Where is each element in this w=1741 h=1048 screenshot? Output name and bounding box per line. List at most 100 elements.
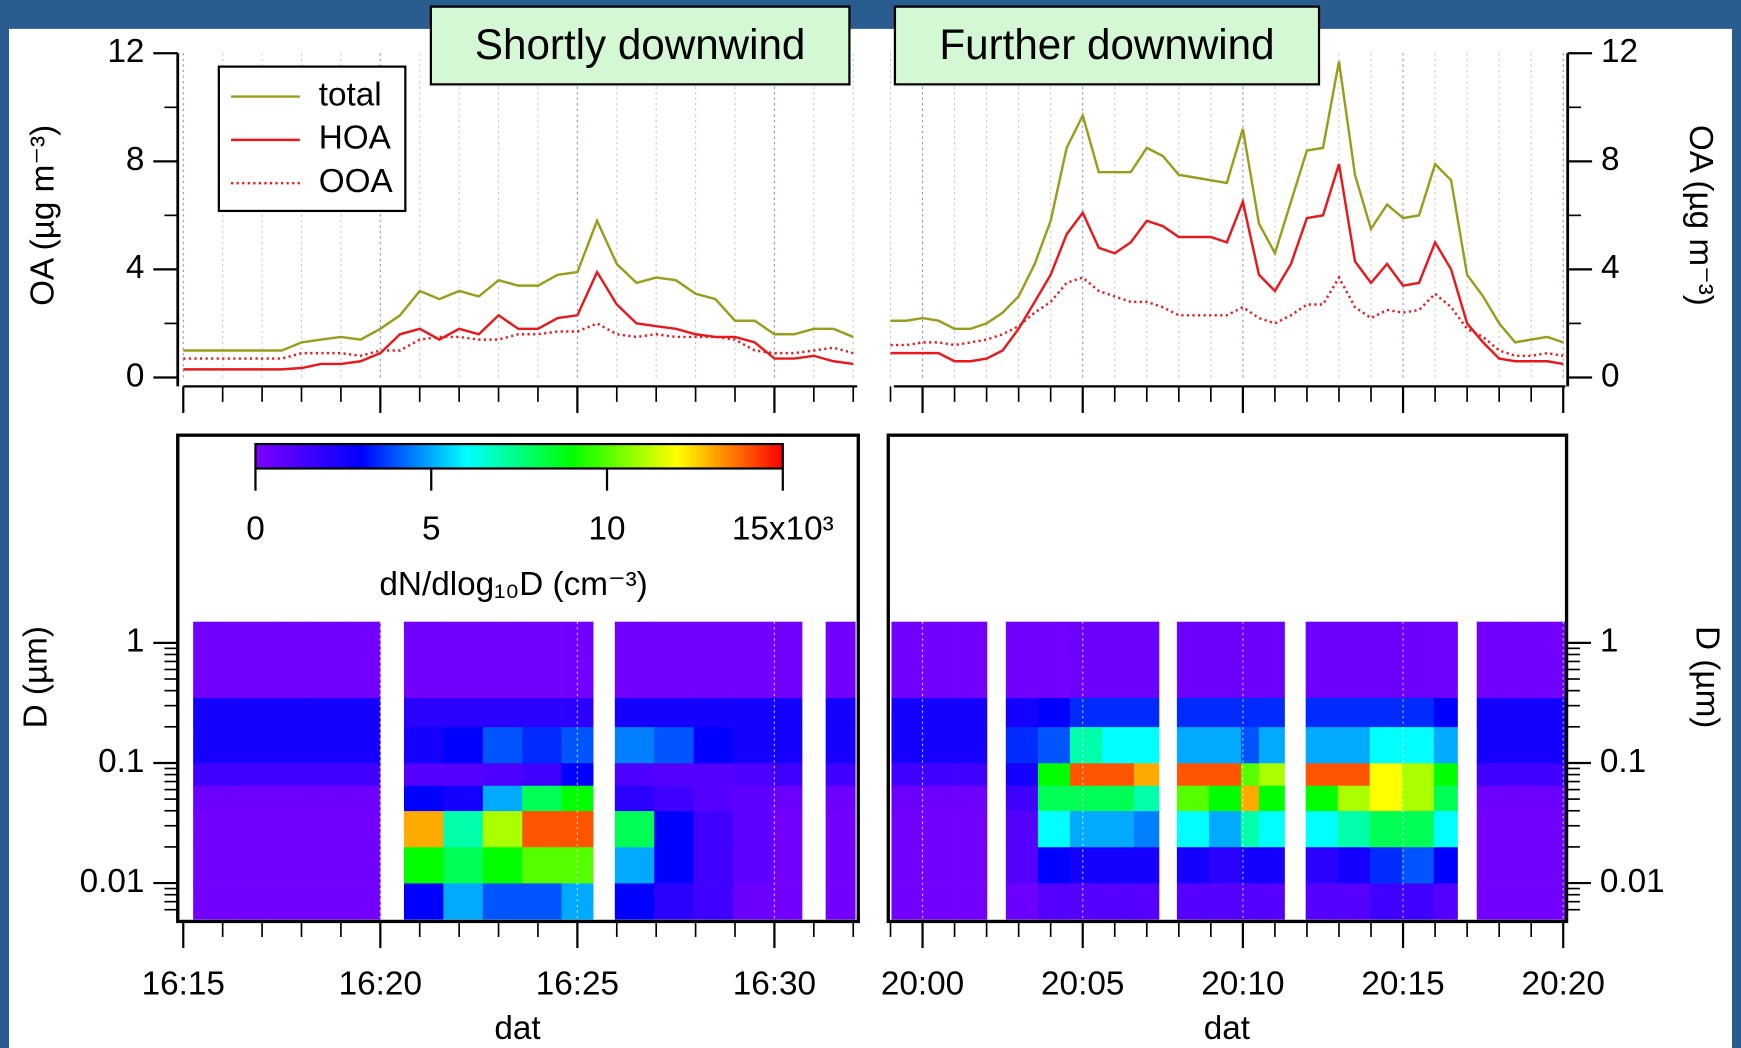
heatmap-cell — [1401, 726, 1435, 764]
x-tick-label: 20:05 — [1041, 966, 1124, 1003]
heatmap-cell — [403, 697, 444, 728]
heatmap-cell — [772, 762, 803, 786]
y-axis-label: D (µm) — [1689, 626, 1726, 728]
heatmap-cell — [482, 726, 523, 764]
heatmap-cell — [271, 846, 312, 884]
heatmap-cell — [891, 621, 923, 698]
heatmap-cell — [443, 810, 484, 848]
heatmap-cell — [1069, 810, 1103, 848]
heatmap-cell — [1101, 785, 1135, 812]
series-line — [890, 163, 1564, 366]
heatmap-cell — [614, 846, 655, 884]
heatmap-cell — [1069, 785, 1103, 812]
heatmap-cell — [922, 726, 955, 764]
heatmap-cell — [1240, 726, 1260, 764]
heatmap-cell — [954, 785, 988, 812]
heatmap-cell — [825, 762, 856, 786]
heatmap-cell — [1005, 846, 1039, 884]
colorbar — [254, 442, 784, 470]
y-tick-label: 0.01 — [80, 863, 145, 900]
heatmap-cell — [614, 883, 655, 920]
x-tick-label: 20:20 — [1522, 966, 1605, 1003]
heatmap-cell — [1258, 810, 1285, 848]
heatmap-cell — [232, 697, 273, 728]
heatmap-cell — [1369, 883, 1403, 920]
heatmap-cell — [733, 785, 773, 812]
heatmap-cell — [772, 621, 803, 698]
heatmap-cell — [1476, 726, 1510, 764]
heatmap-cell — [1508, 762, 1542, 786]
heatmap-cell — [522, 697, 562, 728]
x-tick-label: 16:30 — [733, 966, 816, 1003]
heatmap-cell — [1433, 762, 1458, 786]
heatmap-cell — [1337, 883, 1371, 920]
heatmap-cell — [232, 785, 273, 812]
heatmap-cell — [1305, 697, 1339, 728]
heatmap-cell — [1337, 810, 1371, 848]
heatmap-cell — [654, 810, 694, 848]
heatmap-cell — [311, 726, 352, 764]
heatmap-cell — [271, 883, 312, 920]
heatmap-cell — [1240, 846, 1260, 884]
heatmap-cell — [522, 762, 562, 786]
heatmap-cell — [443, 697, 484, 728]
y-tick-label: 0.01 — [1600, 863, 1665, 900]
heatmap-cell — [1401, 883, 1435, 920]
heatmap-cell — [1208, 621, 1242, 698]
heatmap-cell — [614, 762, 655, 786]
heatmap-cell — [443, 846, 484, 884]
heatmap-cell — [1476, 697, 1510, 728]
heatmap-cell — [614, 621, 655, 698]
heatmap-cell — [654, 621, 694, 698]
heatmap-cell — [922, 621, 955, 698]
heatmap-cell — [1101, 762, 1135, 786]
title-box — [429, 5, 851, 86]
heatmap-cell — [193, 697, 233, 728]
series-line — [183, 217, 854, 352]
heatmap-cell — [1069, 621, 1103, 698]
x-tick-label: 16:25 — [536, 966, 619, 1003]
heatmap-cell — [954, 697, 988, 728]
heatmap-cell — [1476, 785, 1510, 812]
heatmap-cell — [772, 785, 803, 812]
heatmap-cell — [1176, 785, 1210, 812]
y-tick-label: 0 — [1601, 357, 1620, 394]
y-tick-label: 1 — [1600, 623, 1619, 660]
heatmap-cell — [482, 785, 523, 812]
heatmap-cell — [1258, 621, 1285, 698]
heatmap-cell — [825, 621, 856, 698]
heatmap-cell — [1133, 883, 1160, 920]
heatmap-cell — [350, 883, 381, 920]
heatmap-cell — [1101, 621, 1135, 698]
heatmap-cell — [1176, 883, 1210, 920]
heatmap-cell — [482, 621, 523, 698]
heatmap-cell — [350, 846, 381, 884]
heatmap-cell — [693, 621, 734, 698]
heatmap-cell — [1540, 697, 1566, 728]
heatmap-cell — [825, 810, 856, 848]
heatmap-cell — [954, 810, 988, 848]
heatmap-cell — [522, 846, 562, 884]
heatmap-cell — [772, 846, 803, 884]
heatmap-cell — [1176, 697, 1210, 728]
heatmap-cell — [1258, 785, 1285, 812]
x-axis-label: dat — [1204, 1010, 1250, 1047]
heatmap-cell — [350, 785, 381, 812]
heatmap-cell — [1337, 697, 1371, 728]
heatmap-cell — [482, 810, 523, 848]
heatmap-cell — [193, 621, 233, 698]
heatmap-cell — [232, 621, 273, 698]
heatmap-cell — [733, 883, 773, 920]
heatmap-cell — [693, 846, 734, 884]
heatmap-cell — [1401, 697, 1435, 728]
heatmap-cell — [1208, 697, 1242, 728]
heatmap-cell — [1305, 726, 1339, 764]
heatmap-cell — [1476, 846, 1510, 884]
heatmap-cell — [1005, 762, 1039, 786]
heatmap-cell — [1005, 785, 1039, 812]
heatmap-cell — [1337, 762, 1371, 786]
heatmap-cell — [1401, 785, 1435, 812]
heatmap-cell — [1133, 785, 1160, 812]
heatmap-cell — [193, 883, 233, 920]
heatmap-cell — [1540, 846, 1566, 884]
